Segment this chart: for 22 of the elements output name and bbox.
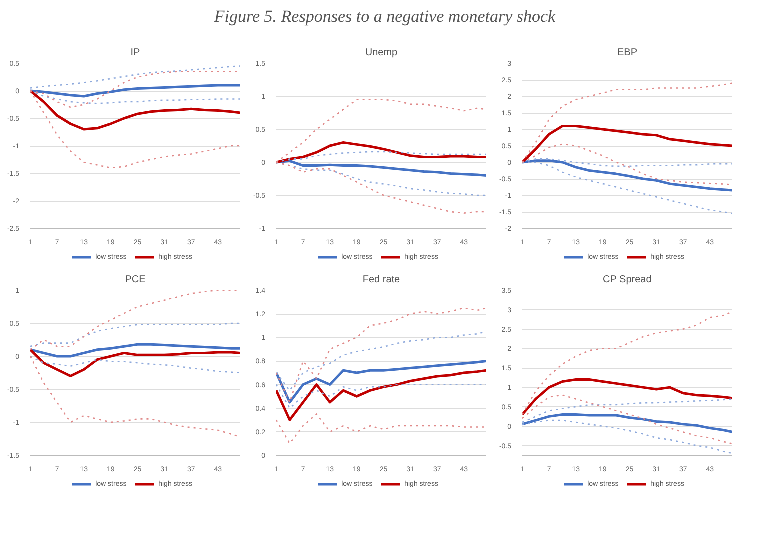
line-series (30, 84, 240, 98)
line-series (276, 360, 486, 404)
line-series (30, 322, 240, 348)
caption: Figure 5. Responses to a negative monetary shock (214, 6, 556, 28)
chart-title: CP Spread (603, 274, 652, 286)
chart-title: IP (130, 48, 141, 58)
line-series (522, 378, 732, 416)
line-series (276, 369, 486, 422)
line-series (276, 308, 486, 404)
line-series (522, 124, 732, 164)
line-series (276, 160, 486, 177)
chart-title: PCE (125, 274, 146, 286)
chart-title: Unemp (365, 48, 398, 58)
line-series (276, 384, 486, 410)
line-series (30, 343, 240, 358)
line-series (522, 413, 732, 434)
line-series (30, 356, 240, 374)
line-series (276, 414, 486, 444)
chart-title: Fed rate (362, 274, 401, 286)
chart-title: EBP (617, 48, 638, 58)
line-series (522, 311, 732, 416)
line-series (30, 348, 240, 378)
